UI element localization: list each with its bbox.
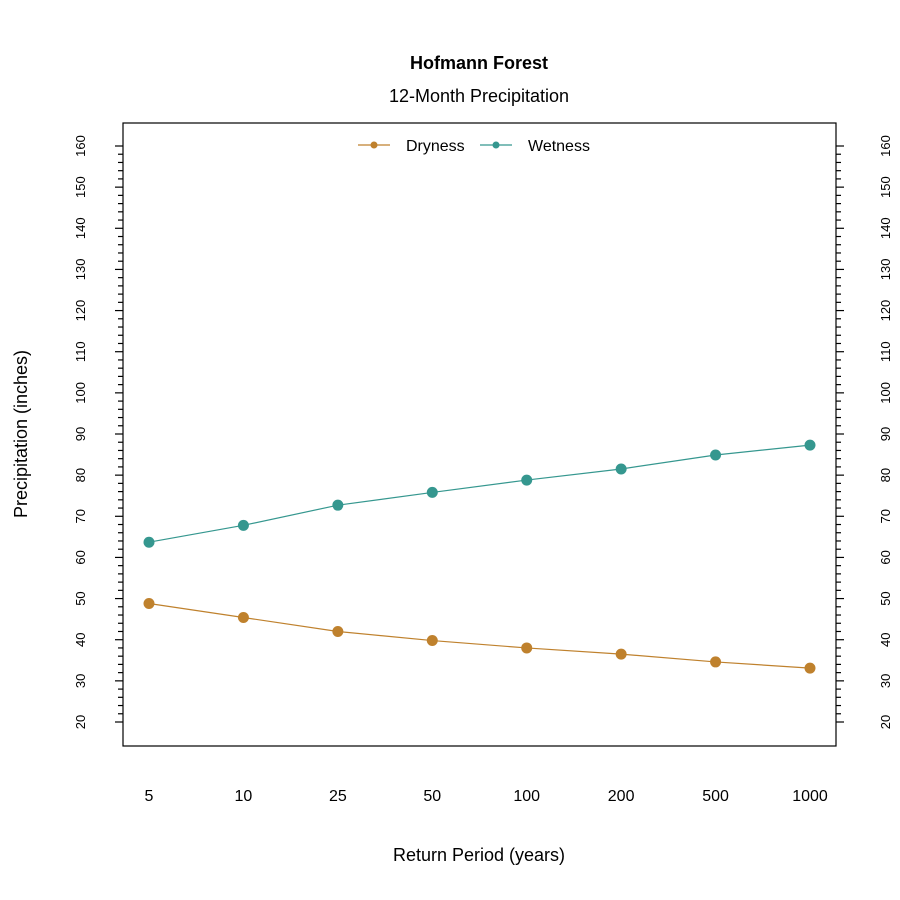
- legend-label: Wetness: [528, 138, 590, 155]
- y-tick-label-left: 60: [73, 550, 88, 564]
- y-tick-label-right: 160: [878, 135, 893, 157]
- legend: Dryness Wetness: [358, 138, 590, 155]
- data-point: [237, 519, 249, 531]
- y-tick-label-left: 140: [73, 217, 88, 239]
- y-tick-label-right: 90: [878, 427, 893, 441]
- y-tick-label-left: 120: [73, 300, 88, 322]
- y-tick-label-right: 60: [878, 550, 893, 564]
- data-point: [426, 635, 438, 647]
- chart-title: Hofmann Forest: [410, 53, 548, 73]
- data-point: [804, 439, 816, 451]
- x-tick-label: 50: [423, 788, 441, 805]
- chart-subtitle: 12-Month Precipitation: [389, 86, 569, 106]
- y-tick-label-right: 150: [878, 176, 893, 198]
- y-tick-label-right: 80: [878, 468, 893, 482]
- y-tick-label-left: 90: [73, 427, 88, 441]
- legend-marker: [370, 141, 378, 149]
- y-tick-label-left: 70: [73, 509, 88, 523]
- data-point: [143, 536, 155, 548]
- y-tick-label-left: 150: [73, 176, 88, 198]
- data-point: [237, 611, 249, 623]
- x-tick-label: 500: [702, 788, 729, 805]
- y-tick-label-right: 140: [878, 217, 893, 239]
- series-line: [148, 602, 811, 669]
- x-axis-label: Return Period (years): [393, 845, 565, 865]
- data-point: [615, 648, 627, 660]
- legend-label: Dryness: [406, 138, 465, 155]
- y-tick-label-right: 130: [878, 259, 893, 281]
- y-tick-label-right: 50: [878, 591, 893, 605]
- x-tick-label: 25: [329, 788, 347, 805]
- series-dryness: [143, 598, 816, 674]
- data-point: [332, 625, 344, 637]
- data-point: [426, 486, 438, 498]
- x-tick-label: 5: [145, 788, 154, 805]
- data-point: [143, 598, 155, 610]
- series-line: [148, 444, 811, 543]
- y-tick-label-right: 100: [878, 382, 893, 404]
- data-point: [710, 656, 722, 668]
- x-tick-label: 200: [608, 788, 635, 805]
- data-point: [521, 474, 533, 486]
- y-tick-label-right: 120: [878, 300, 893, 322]
- data-point: [804, 662, 816, 674]
- x-tick-label: 100: [513, 788, 540, 805]
- legend-marker: [492, 141, 500, 149]
- y-tick-label-right: 40: [878, 632, 893, 646]
- y-tick-label-right: 110: [878, 341, 893, 362]
- y-tick-label-left: 30: [73, 674, 88, 688]
- y-tick-label-left: 20: [73, 715, 88, 729]
- x-tick-label: 1000: [792, 788, 828, 805]
- data-point: [332, 499, 344, 511]
- plot-frame: [122, 122, 837, 747]
- y-tick-label-right: 70: [878, 509, 893, 523]
- data-point: [615, 463, 627, 475]
- y-tick-label-left: 110: [73, 341, 88, 362]
- y-tick-label-left: 80: [73, 468, 88, 482]
- y-tick-label-right: 30: [878, 674, 893, 688]
- x-tick-label: 10: [235, 788, 253, 805]
- y-tick-label-right: 20: [878, 715, 893, 729]
- data-point: [710, 449, 722, 461]
- y-tick-label-left: 50: [73, 591, 88, 605]
- y-tick-label-left: 40: [73, 632, 88, 646]
- data-point: [521, 642, 533, 654]
- y-axis-label: Precipitation (inches): [11, 350, 31, 518]
- y-tick-label-left: 100: [73, 382, 88, 404]
- y-tick-label-left: 130: [73, 259, 88, 281]
- y-tick-label-left: 160: [73, 135, 88, 157]
- series-wetness: [143, 439, 816, 548]
